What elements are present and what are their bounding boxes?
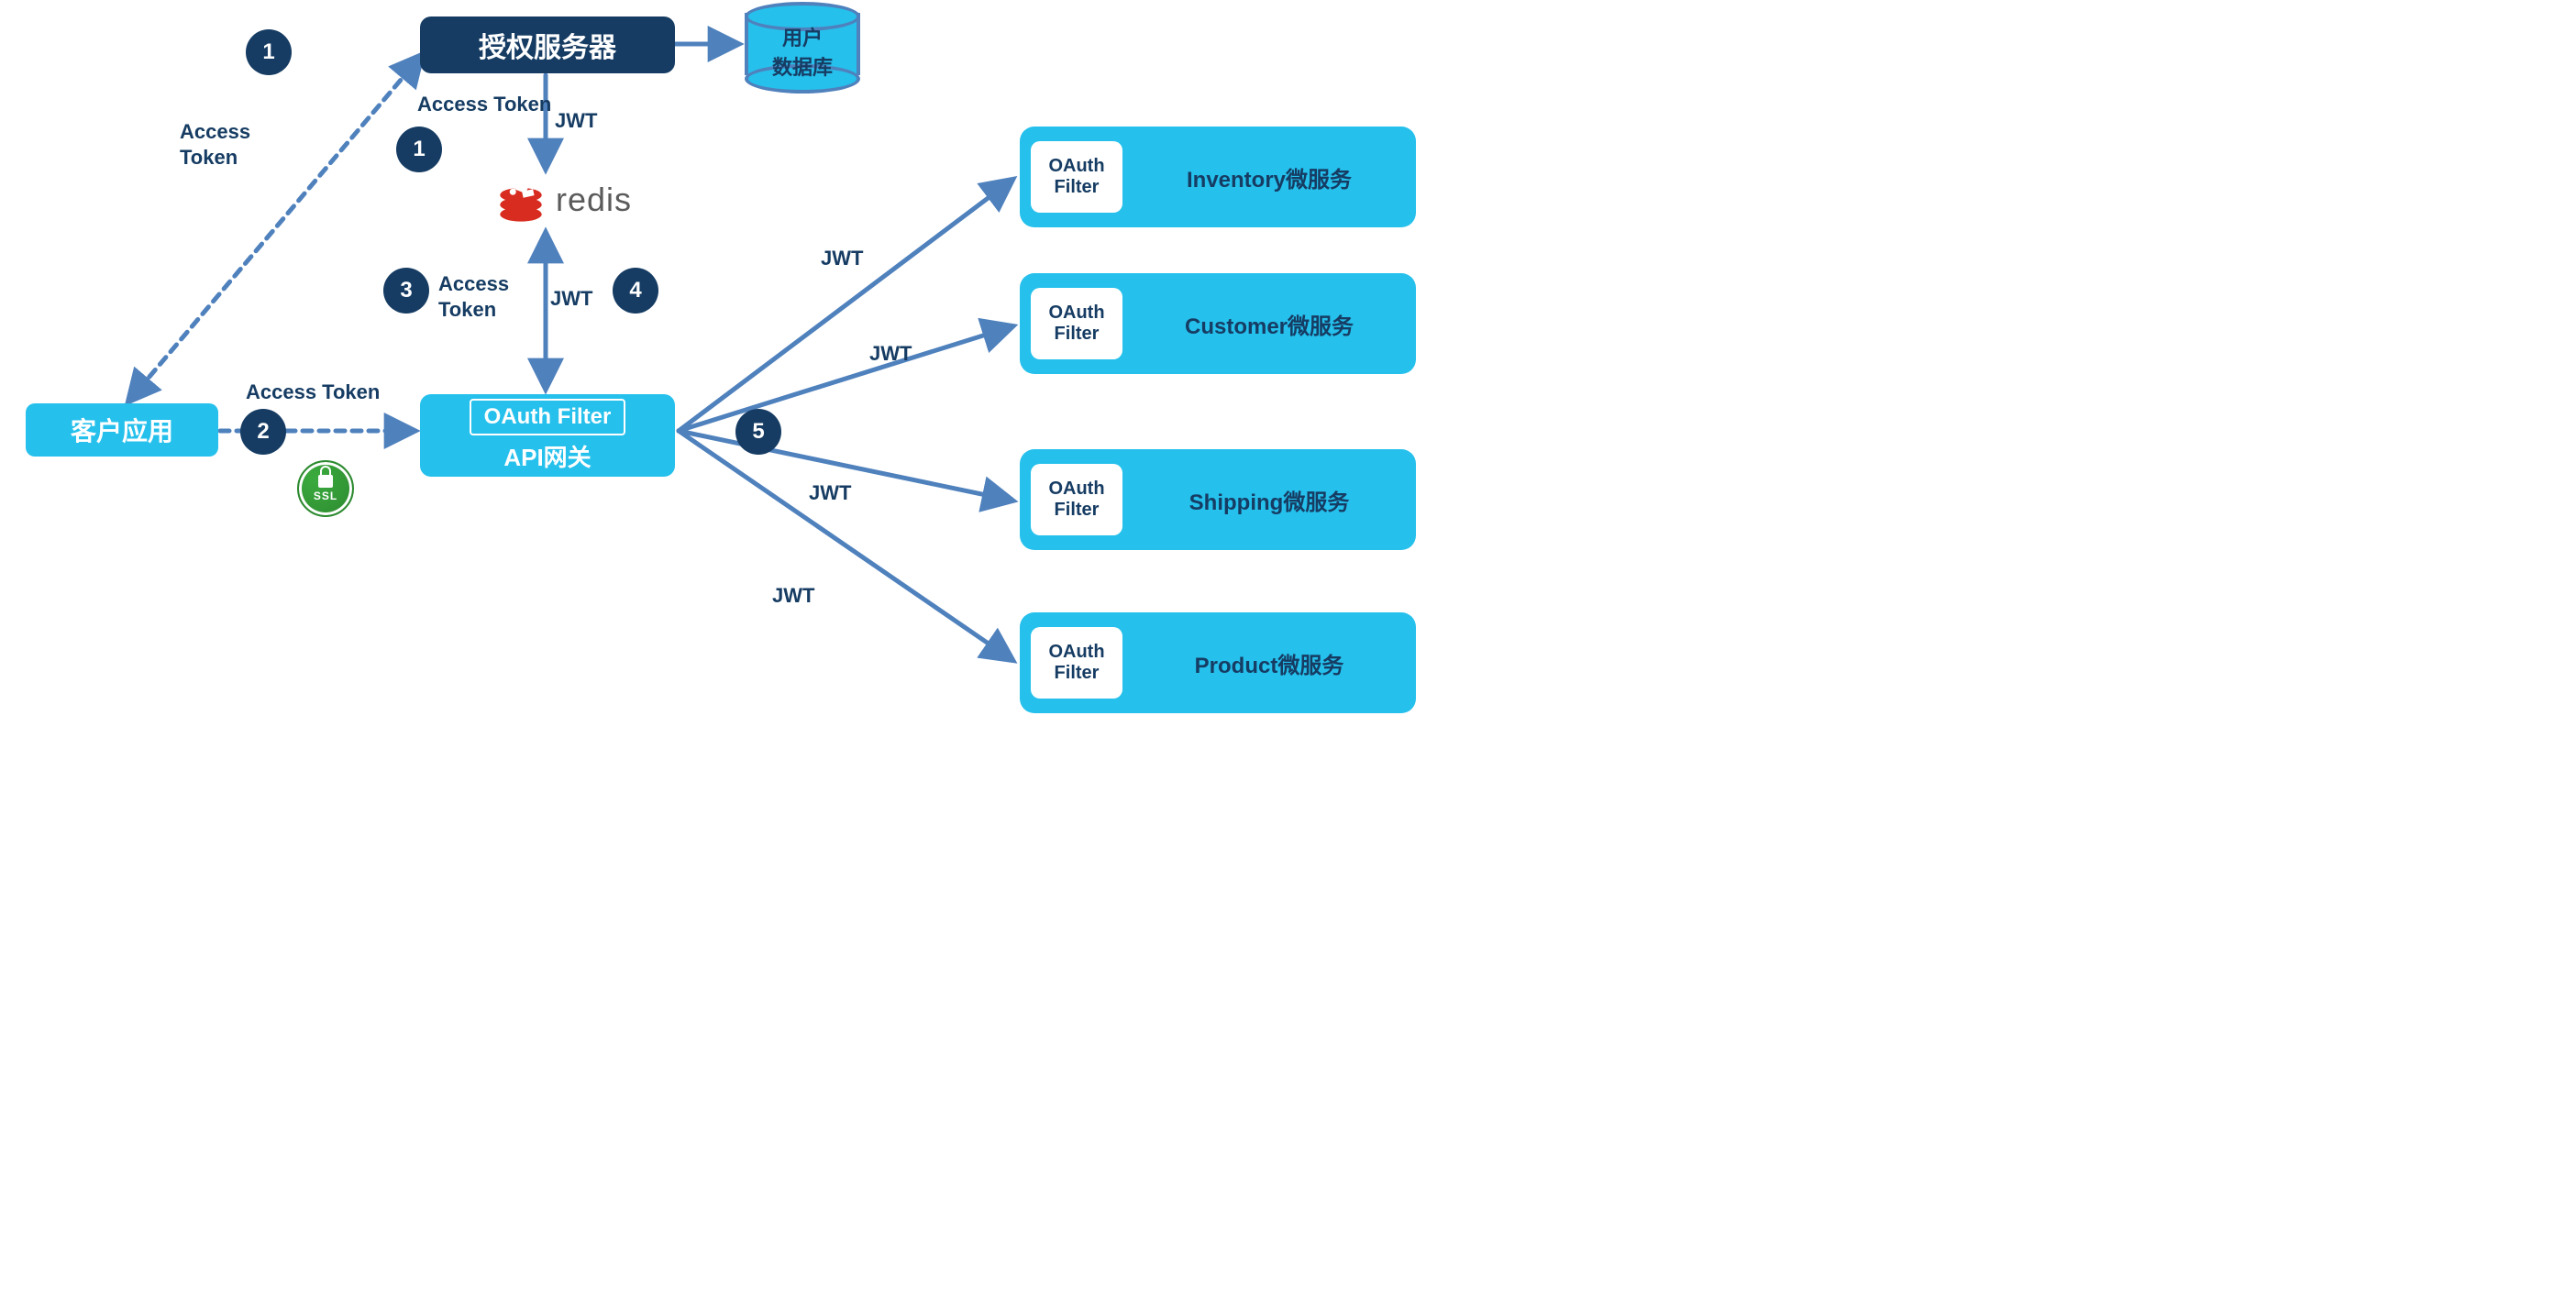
- node-api-gateway: OAuth Filter API网关: [420, 394, 675, 477]
- lock-icon: [318, 475, 333, 488]
- step-circle-5: 5: [735, 409, 781, 455]
- arrow-gw-to-svc2: [679, 326, 1012, 431]
- node-client-app-label: 客户应用: [71, 412, 173, 448]
- step-circle-3: 3: [383, 268, 429, 314]
- node-user-database: 用户 数据库: [745, 2, 860, 86]
- arrow-gw-to-svc1: [679, 180, 1012, 431]
- db-label-line1: 用户: [782, 27, 823, 50]
- service-box-1: OAuthFilterCustomer微服务: [1020, 273, 1416, 374]
- service-box-2: OAuthFilterShipping微服务: [1020, 449, 1416, 550]
- service-box-3: OAuthFilterProduct微服务: [1020, 612, 1416, 713]
- edge-label: Access Token: [438, 271, 509, 322]
- service-label: Inventory微服务: [1122, 161, 1416, 193]
- service-box-0: OAuthFilterInventory微服务: [1020, 127, 1416, 227]
- arrow-gw-to-svc4: [679, 431, 1012, 660]
- db-label: 用户 数据库: [745, 22, 860, 81]
- redis-icon: [495, 174, 547, 226]
- db-label-line2: 数据库: [772, 56, 833, 79]
- node-api-gateway-label: API网关: [503, 439, 591, 473]
- edge-label: Access Token: [180, 119, 250, 170]
- service-label: Shipping微服务: [1122, 484, 1416, 516]
- oauth-filter-chip: OAuthFilter: [1031, 464, 1122, 535]
- step-circle-4: 4: [613, 268, 658, 314]
- ssl-text: SSL: [314, 490, 337, 502]
- step-circle-1: 1: [396, 127, 442, 172]
- api-gateway-filter-chip: OAuth Filter: [470, 399, 626, 435]
- diagram-canvas: 授权服务器 客户应用 OAuth Filter API网关 用户 数据库: [0, 0, 1431, 727]
- edge-label: Access Token: [246, 380, 380, 405]
- edge-label: Access Token: [417, 92, 551, 117]
- arrow-auth-to-client: [128, 55, 422, 402]
- edge-label: JWT: [772, 583, 814, 609]
- oauth-filter-chip: OAuthFilter: [1031, 627, 1122, 699]
- node-auth-server: 授权服务器: [420, 17, 675, 73]
- ssl-badge-icon: SSL: [297, 460, 354, 517]
- redis-label: redis: [556, 181, 632, 219]
- step-circle-2: 2: [240, 409, 286, 455]
- edge-label: JWT: [555, 108, 597, 134]
- node-redis: redis: [495, 174, 632, 226]
- edge-label: JWT: [869, 341, 912, 367]
- edge-label: JWT: [550, 286, 592, 312]
- edge-label: JWT: [821, 246, 863, 271]
- api-gateway-filter-label: OAuth Filter: [484, 404, 612, 429]
- node-auth-server-label: 授权服务器: [479, 25, 616, 65]
- service-label: Customer微服务: [1122, 308, 1416, 340]
- service-label: Product微服务: [1122, 647, 1416, 679]
- edge-label: JWT: [809, 480, 851, 506]
- oauth-filter-chip: OAuthFilter: [1031, 141, 1122, 213]
- step-circle-1: 1: [246, 29, 292, 75]
- oauth-filter-chip: OAuthFilter: [1031, 288, 1122, 359]
- node-client-app: 客户应用: [26, 403, 218, 457]
